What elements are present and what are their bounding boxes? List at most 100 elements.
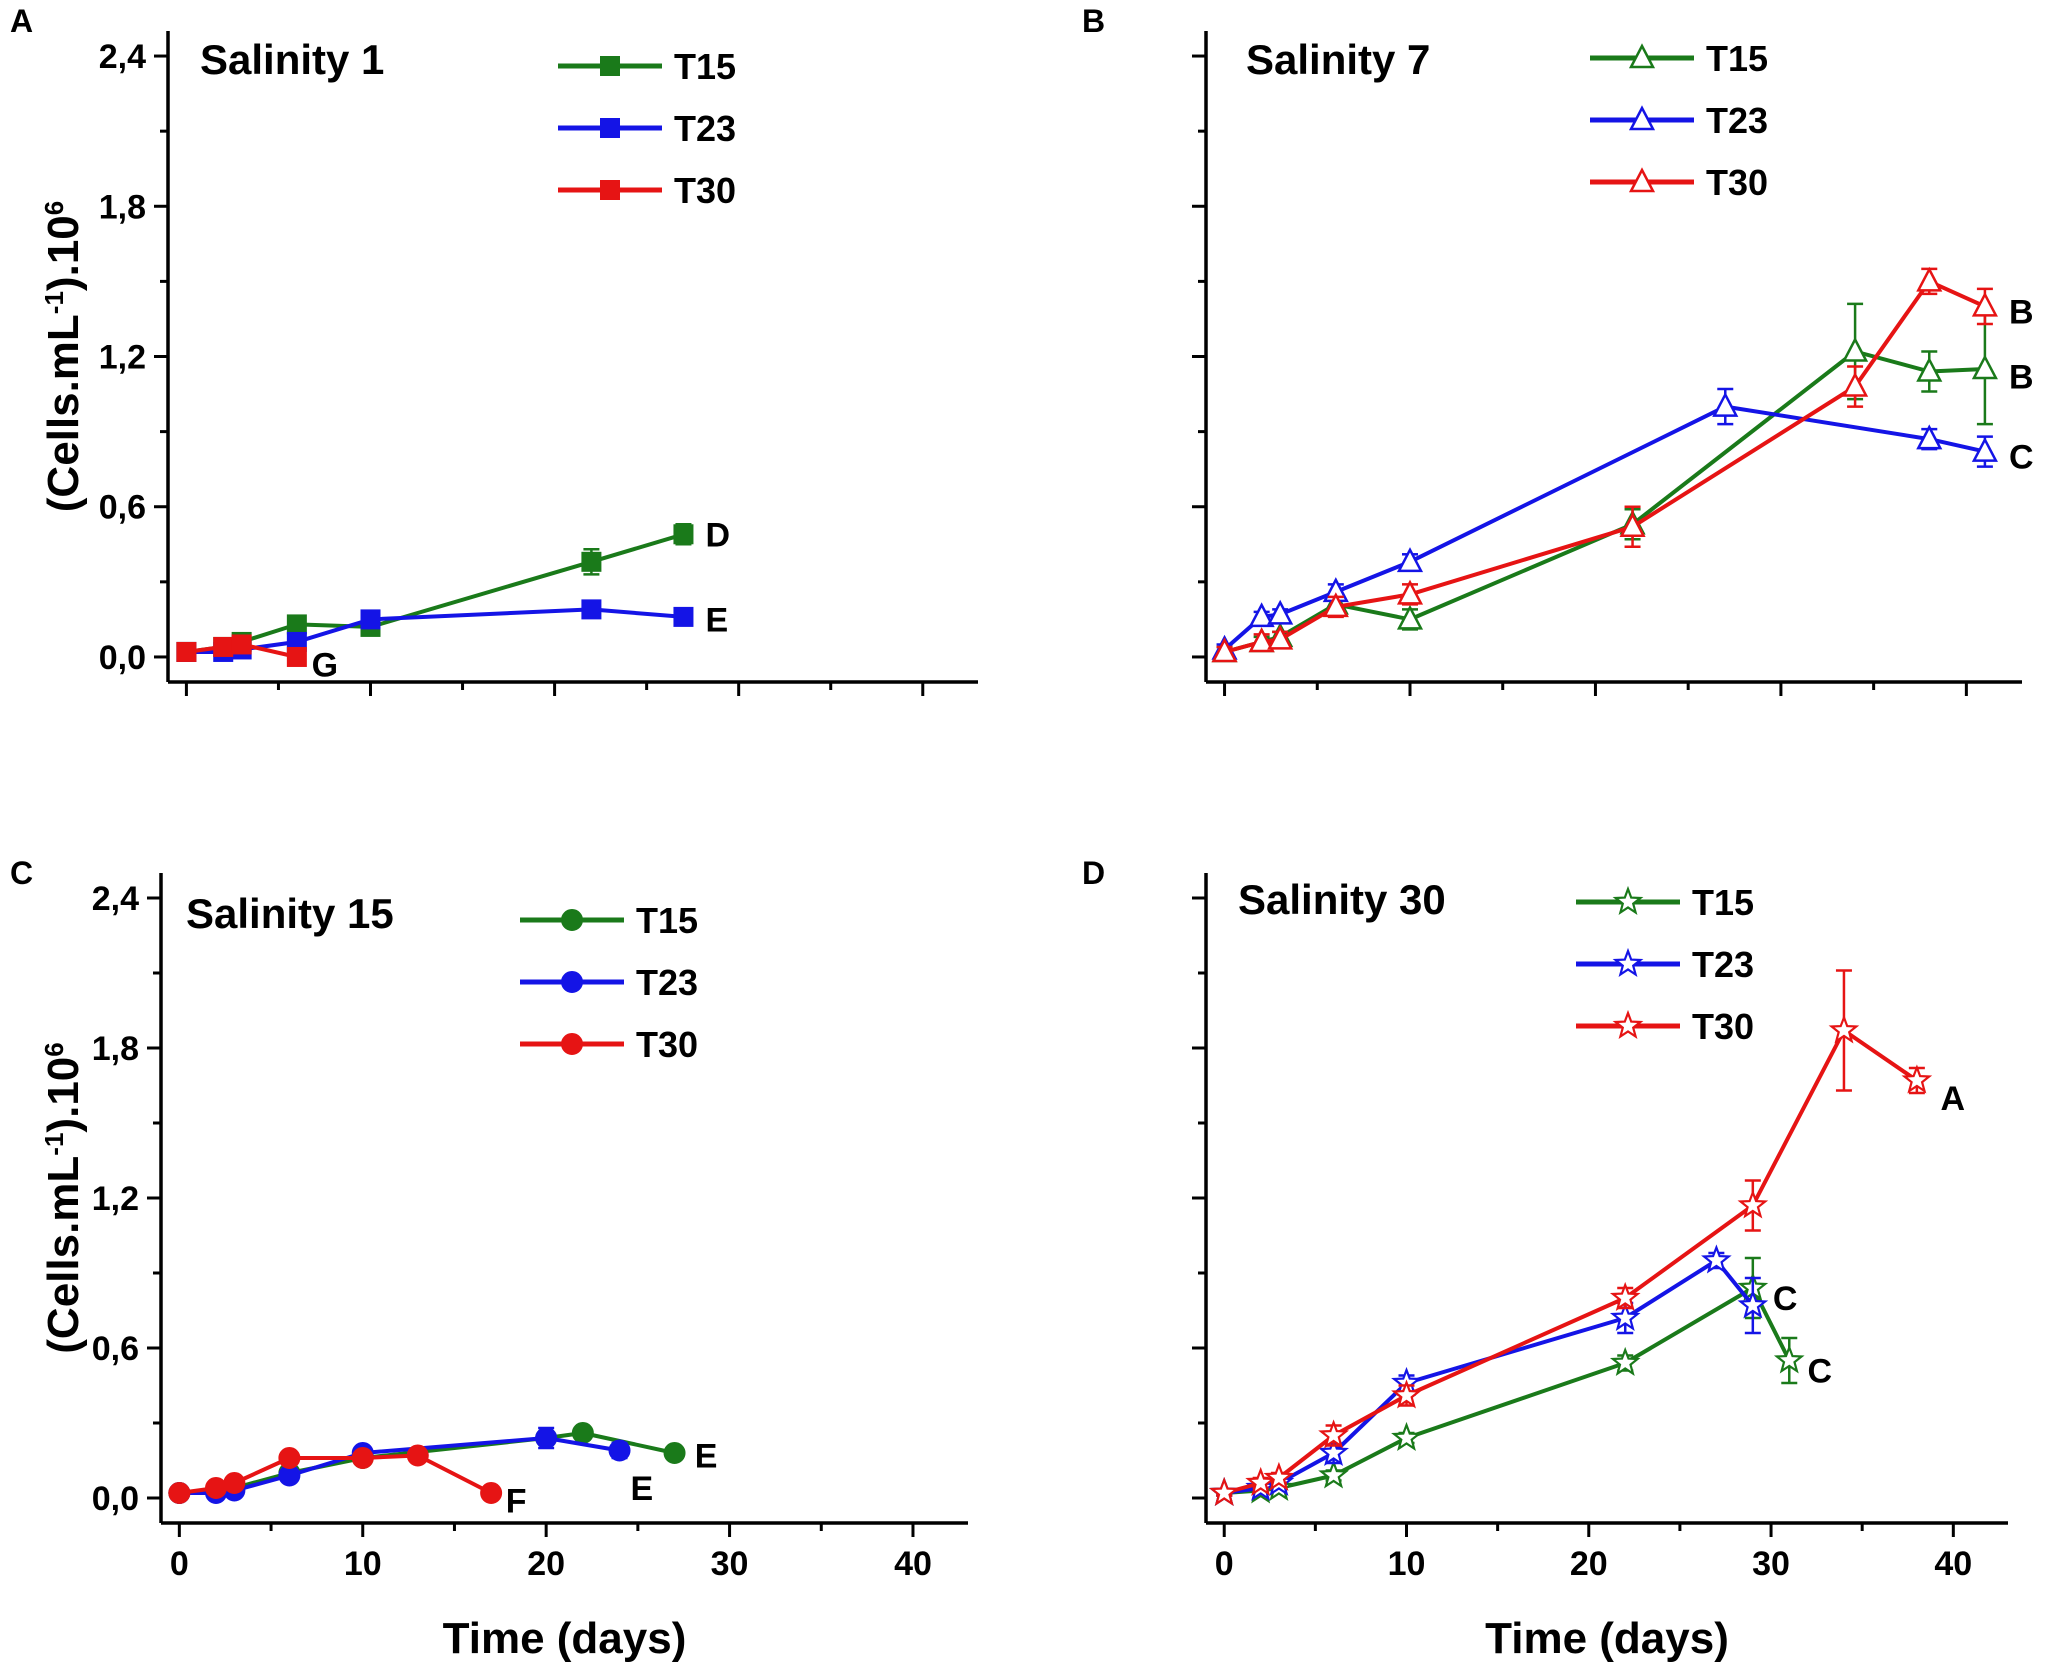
legend: T15 T23 T30 [520, 900, 698, 1065]
data-point [213, 636, 234, 657]
y-axis-title: (Cells.mL-1).106 [39, 201, 88, 512]
series-T30 [176, 634, 307, 667]
panel-title: Salinity 30 [1238, 876, 1446, 923]
data-point [663, 1442, 686, 1464]
data-point [581, 551, 602, 572]
panel-title: Salinity 1 [200, 36, 384, 83]
significance-letter: B [2009, 359, 2034, 397]
data-point [1609, 1281, 1641, 1312]
significance-letter: F [506, 1483, 527, 1521]
significance-letter: B [2009, 293, 2034, 331]
data-point [1916, 356, 1943, 382]
data-point [1828, 1014, 1860, 1044]
x-tick-label: 0 [170, 1545, 189, 1583]
significance-letter: E [695, 1438, 718, 1476]
significance-letter: D [706, 516, 731, 554]
x-tick-label: 40 [894, 1545, 932, 1583]
data-point [176, 641, 197, 662]
data-point [286, 614, 307, 635]
y-tick-label: 1,2 [92, 1180, 139, 1218]
legend-marker [1628, 167, 1656, 193]
data-point [1208, 1476, 1240, 1507]
y-tick-label: 1,8 [92, 1030, 139, 1068]
legend-label: T15 [636, 900, 698, 941]
data-point [673, 606, 694, 627]
legend-label: T15 [1692, 882, 1754, 923]
y-axis-title: (Cells.mL-1).106 [39, 1042, 88, 1353]
x-tick-label: 40 [1934, 1545, 1972, 1583]
data-point [1318, 1459, 1349, 1489]
significance-letter: E [631, 1470, 654, 1508]
legend: T15 T23 T30 [558, 46, 736, 211]
panel-title: Salinity 15 [186, 890, 394, 937]
panel-letter: C [10, 855, 33, 891]
data-point [1916, 424, 1943, 450]
x-tick-label: 20 [1570, 1545, 1608, 1583]
legend-label: T23 [636, 962, 698, 1003]
data-point [1971, 291, 1998, 317]
significance-letter: C [2009, 439, 2034, 477]
data-point [1609, 1346, 1641, 1377]
data-point [1248, 627, 1275, 653]
legend-label: T23 [1706, 100, 1768, 141]
data-point [360, 609, 381, 630]
significance-letter: A [1941, 1080, 1966, 1118]
data-point [1609, 1301, 1641, 1332]
legend-label: T30 [636, 1024, 698, 1065]
series-T15 [176, 523, 694, 662]
panel-a: 0,0 0,6 1,2 1,8 2,4 A Salinity 1 (Cells.mL-1).1… [10, 3, 978, 696]
legend-label: T15 [1706, 38, 1768, 79]
legend-marker [1612, 947, 1644, 978]
legend-marker [1612, 885, 1644, 916]
data-point [673, 524, 694, 545]
data-point [1267, 624, 1294, 650]
data-point [168, 1482, 191, 1504]
series-line [186, 607, 684, 654]
x-tick-label: 10 [1388, 1545, 1426, 1583]
x-tick-label: 20 [527, 1545, 565, 1583]
y-tick-label: 0,6 [92, 1330, 139, 1368]
data-point [1248, 602, 1275, 628]
data-point [1916, 266, 1943, 292]
data-point [1619, 512, 1646, 538]
panel-title: Salinity 7 [1246, 36, 1430, 83]
data-point [231, 634, 252, 655]
data-point [535, 1427, 558, 1449]
data-point [1701, 1244, 1732, 1274]
x-tick-label: 30 [1752, 1545, 1790, 1583]
series-T30 [168, 1444, 503, 1504]
data-point [480, 1482, 503, 1504]
data-point [1245, 1466, 1276, 1497]
data-point [1901, 1064, 1933, 1094]
data-point [223, 1472, 246, 1494]
legend-marker [1612, 1009, 1644, 1040]
legend-marker [1628, 43, 1656, 69]
series-T15 [1208, 1256, 1805, 1507]
y-tick-label: 0,0 [92, 1480, 139, 1518]
data-point [1396, 579, 1424, 605]
data-point [1396, 604, 1424, 630]
legend-marker [600, 118, 620, 138]
legend-marker [1628, 105, 1656, 131]
x-tick-label: 10 [344, 1545, 382, 1583]
data-point [1318, 1419, 1349, 1449]
x-tick-label: 0 [1215, 1545, 1234, 1583]
legend-label: T23 [674, 108, 736, 149]
x-axis-title: Time (days) [1485, 1614, 1729, 1663]
series-T30 [1211, 266, 1998, 663]
y-tick-label: 2,4 [92, 880, 139, 918]
significance-letter: E [706, 601, 729, 639]
data-point [1971, 436, 1998, 462]
legend-label: T30 [1692, 1006, 1754, 1047]
data-point [1737, 1189, 1769, 1219]
legend-label: T30 [1706, 162, 1768, 203]
significance-letter: C [1808, 1353, 1833, 1391]
data-point [1842, 336, 1869, 362]
data-point [351, 1447, 374, 1469]
series-line [1223, 1028, 1919, 1495]
data-point [581, 599, 602, 620]
data-point [1842, 371, 1869, 397]
data-point [278, 1447, 301, 1469]
series-T30 [1208, 969, 1933, 1507]
legend-marker [600, 180, 620, 200]
